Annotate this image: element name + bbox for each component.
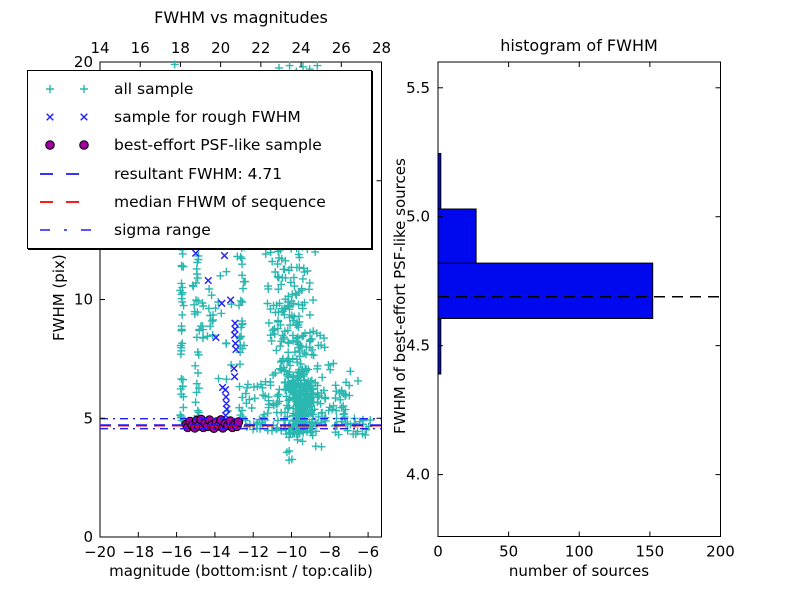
legend-entry-rough-fwhm: sample for rough FWHM <box>28 104 371 131</box>
top-tick-label: 16 <box>131 39 150 57</box>
top-tick-label: 24 <box>292 39 311 57</box>
top-tick-label: 22 <box>251 39 270 57</box>
x-tick-label: −8 <box>319 543 341 561</box>
legend-label: resultant FWHM: 4.71 <box>114 164 283 183</box>
y-tick-label: 4.5 <box>406 337 430 355</box>
histogram-bar <box>437 262 654 320</box>
x-tick-label: −6 <box>357 543 379 561</box>
legend-entry-median-fwhm: median FHWM of sequence <box>28 188 371 215</box>
right-plot-title: histogram of FWHM <box>500 36 658 55</box>
circle-marker-icon <box>36 135 102 155</box>
right-plot-ticks: 0 50 100 150 200 4.0 4.5 5.0 5.5 <box>406 62 735 561</box>
histogram-bar <box>437 153 442 210</box>
x-tick-label: −12 <box>237 543 269 561</box>
best-effort-psf-like-sample-points <box>181 414 244 434</box>
legend-entry-psf-sample: best-effort PSF-like sample <box>28 132 371 159</box>
histogram-bar <box>437 318 442 375</box>
y-tick-label: 10 <box>74 291 93 309</box>
x-marker-icon <box>36 107 102 127</box>
y-tick-label: 5 <box>83 409 93 427</box>
legend-label: all sample <box>114 80 194 99</box>
y-tick-label: 20 <box>74 53 93 71</box>
x-tick-label: 50 <box>499 543 518 561</box>
y-tick-label: 4.0 <box>406 466 430 484</box>
top-tick-label: 26 <box>332 39 351 57</box>
y-tick-label: 5.5 <box>406 79 430 97</box>
x-tick-label: −14 <box>199 543 231 561</box>
legend-entry-sigma-range: sigma range <box>28 216 371 243</box>
top-tick-label: 18 <box>171 39 190 57</box>
x-tick-label: −16 <box>161 543 193 561</box>
x-tick-label: −10 <box>276 543 308 561</box>
legend-label: best-effort PSF-like sample <box>114 136 322 155</box>
dashed-line-icon <box>36 192 102 212</box>
legend-entry-resultant-fwhm: resultant FWHM: 4.71 <box>28 160 371 187</box>
histogram-bar <box>437 208 477 264</box>
left-plot-xlabel: magnitude (bottom:isnt / top:calib) <box>109 562 373 580</box>
legend-entry-all-sample: all sample <box>28 76 371 103</box>
dashdot-line-icon <box>36 220 102 240</box>
top-tick-label: 28 <box>372 39 391 57</box>
legend: all sample sample for rough FWHM best-ef… <box>27 70 372 249</box>
left-plot-ylabel: FWHM (pix) <box>50 254 68 341</box>
x-tick-label: 0 <box>433 543 443 561</box>
x-tick-label: 100 <box>565 543 594 561</box>
x-tick-label: −20 <box>84 543 116 561</box>
x-tick-label: −18 <box>122 543 154 561</box>
dashed-line-icon <box>36 164 102 184</box>
top-tick-label: 20 <box>211 39 230 57</box>
reference-lines <box>100 418 382 430</box>
right-plot-xlabel: number of sources <box>508 562 650 580</box>
histogram-bars <box>437 153 654 375</box>
plus-marker-icon <box>36 79 102 99</box>
x-tick-label: 200 <box>706 543 735 561</box>
right-plot-ylabel: FWHM of best-effort PSF-like sources <box>391 158 409 434</box>
legend-label: sigma range <box>114 220 211 239</box>
sample-for-rough-fwhm-points <box>191 249 240 420</box>
y-tick-label: 5.0 <box>406 208 430 226</box>
y-tick-label: 0 <box>83 528 93 546</box>
x-tick-label: 150 <box>636 543 665 561</box>
top-tick-label: 14 <box>90 39 109 57</box>
left-plot-title: FWHM vs magnitudes <box>154 8 328 27</box>
legend-label: sample for rough FWHM <box>114 108 301 127</box>
legend-label: median FHWM of sequence <box>114 192 326 211</box>
